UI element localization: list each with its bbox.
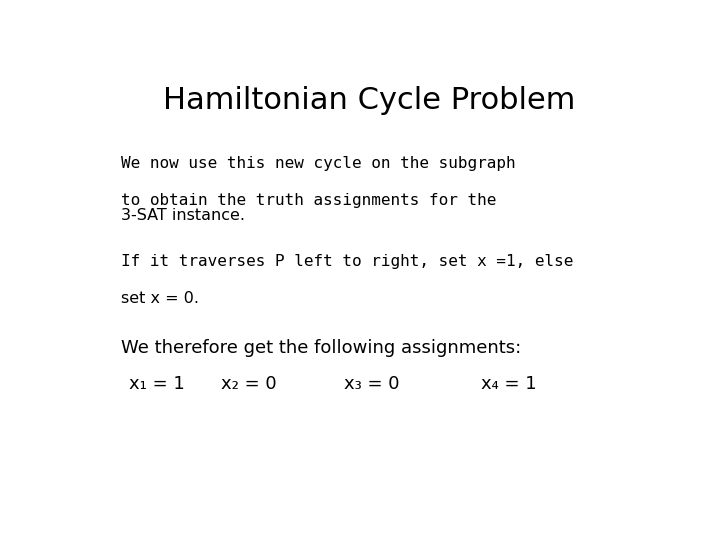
Text: Hamiltonian Cycle Problem: Hamiltonian Cycle Problem	[163, 85, 575, 114]
Text: If it traverses P left to right, set x =1, else: If it traverses P left to right, set x =…	[121, 254, 573, 269]
Text: x₃ = 0: x₃ = 0	[344, 375, 400, 393]
Text: to obtain the truth assignments for the: to obtain the truth assignments for the	[121, 193, 496, 208]
Text: x₁ = 1: x₁ = 1	[129, 375, 185, 393]
Text: We now use this new cycle on the subgraph: We now use this new cycle on the subgrap…	[121, 156, 516, 171]
Text: x₄ = 1: x₄ = 1	[481, 375, 536, 393]
Text: x₂ = 0: x₂ = 0	[221, 375, 276, 393]
Text: set x = 0.: set x = 0.	[121, 292, 199, 306]
Text: 3-SAT instance.: 3-SAT instance.	[121, 208, 245, 223]
Text: We therefore get the following assignments:: We therefore get the following assignmen…	[121, 339, 521, 357]
